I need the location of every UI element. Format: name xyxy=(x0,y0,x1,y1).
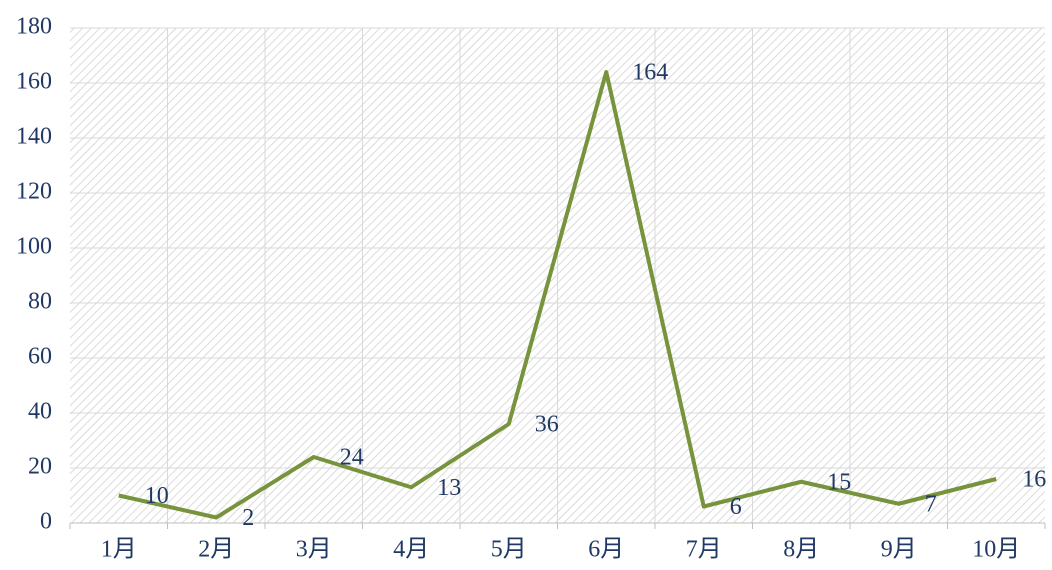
x-tick-label: 6月 xyxy=(588,537,624,563)
x-tick-label: 8月 xyxy=(783,537,819,563)
data-label: 15 xyxy=(827,469,851,495)
y-tick-label: 60 xyxy=(28,344,52,370)
data-label: 36 xyxy=(535,412,559,438)
y-tick-label: 140 xyxy=(16,124,52,150)
x-tick-label: 1月 xyxy=(101,537,137,563)
data-label: 13 xyxy=(437,475,461,501)
x-tick-label: 9月 xyxy=(881,537,917,563)
y-tick-label: 100 xyxy=(16,234,52,260)
y-tick-label: 120 xyxy=(16,179,52,205)
data-label: 24 xyxy=(340,445,364,471)
y-tick-label: 180 xyxy=(16,14,52,40)
line xyxy=(118,70,997,520)
x-tick-label: 10月 xyxy=(972,537,1020,563)
x-tick-label: 2月 xyxy=(198,537,234,563)
data-label: 6 xyxy=(730,494,742,520)
x-tick-label: 7月 xyxy=(686,537,722,563)
y-tick-label: 20 xyxy=(28,454,52,480)
data-label: 7 xyxy=(925,491,937,517)
x-tick-label: 4月 xyxy=(393,537,429,563)
y-tick-label: 160 xyxy=(16,69,52,95)
y-tick-label: 40 xyxy=(28,399,52,425)
y-tick-label: 0 xyxy=(40,509,52,535)
x-tick-label: 5月 xyxy=(491,537,527,563)
data-label: 2 xyxy=(242,505,254,531)
x-tick-label: 3月 xyxy=(296,537,332,563)
data-label: 10 xyxy=(145,483,169,509)
data-label: 164 xyxy=(632,60,668,86)
y-tick-label: 80 xyxy=(28,289,52,315)
data-label: 16 xyxy=(1022,467,1046,493)
